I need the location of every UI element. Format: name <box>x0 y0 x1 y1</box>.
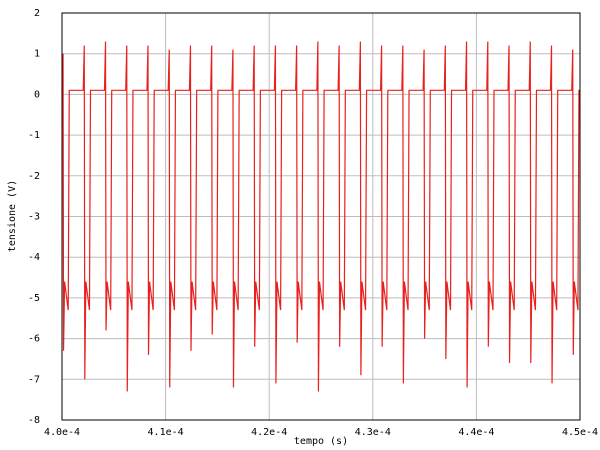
y-axis-label: tensione (V) <box>7 180 18 252</box>
y-tick-label: -2 <box>28 171 40 182</box>
x-tick-label: 4.3e-4 <box>355 427 391 438</box>
y-tick-label: -4 <box>28 252 40 263</box>
y-tick-label: -1 <box>28 130 40 141</box>
y-tick-label: -5 <box>28 293 40 304</box>
x-axis-label: tempo (s) <box>294 436 348 447</box>
y-tick-label: 1 <box>34 49 40 60</box>
plot-frame <box>61 12 581 421</box>
x-tick-label: 4.5e-4 <box>562 427 598 438</box>
y-tick-label: -6 <box>28 334 40 345</box>
x-tick-label: 4.4e-4 <box>458 427 494 438</box>
y-tick-label: 2 <box>34 8 40 19</box>
y-tick-label: -8 <box>28 415 40 426</box>
y-tick-label: 0 <box>34 89 40 100</box>
x-tick-label: 4.1e-4 <box>148 427 184 438</box>
signal-line <box>61 41 580 392</box>
y-tick-label: -3 <box>28 212 40 223</box>
y-tick-label: -7 <box>28 374 40 385</box>
x-tick-label: 4.0e-4 <box>44 427 80 438</box>
x-tick-label: 4.2e-4 <box>251 427 287 438</box>
